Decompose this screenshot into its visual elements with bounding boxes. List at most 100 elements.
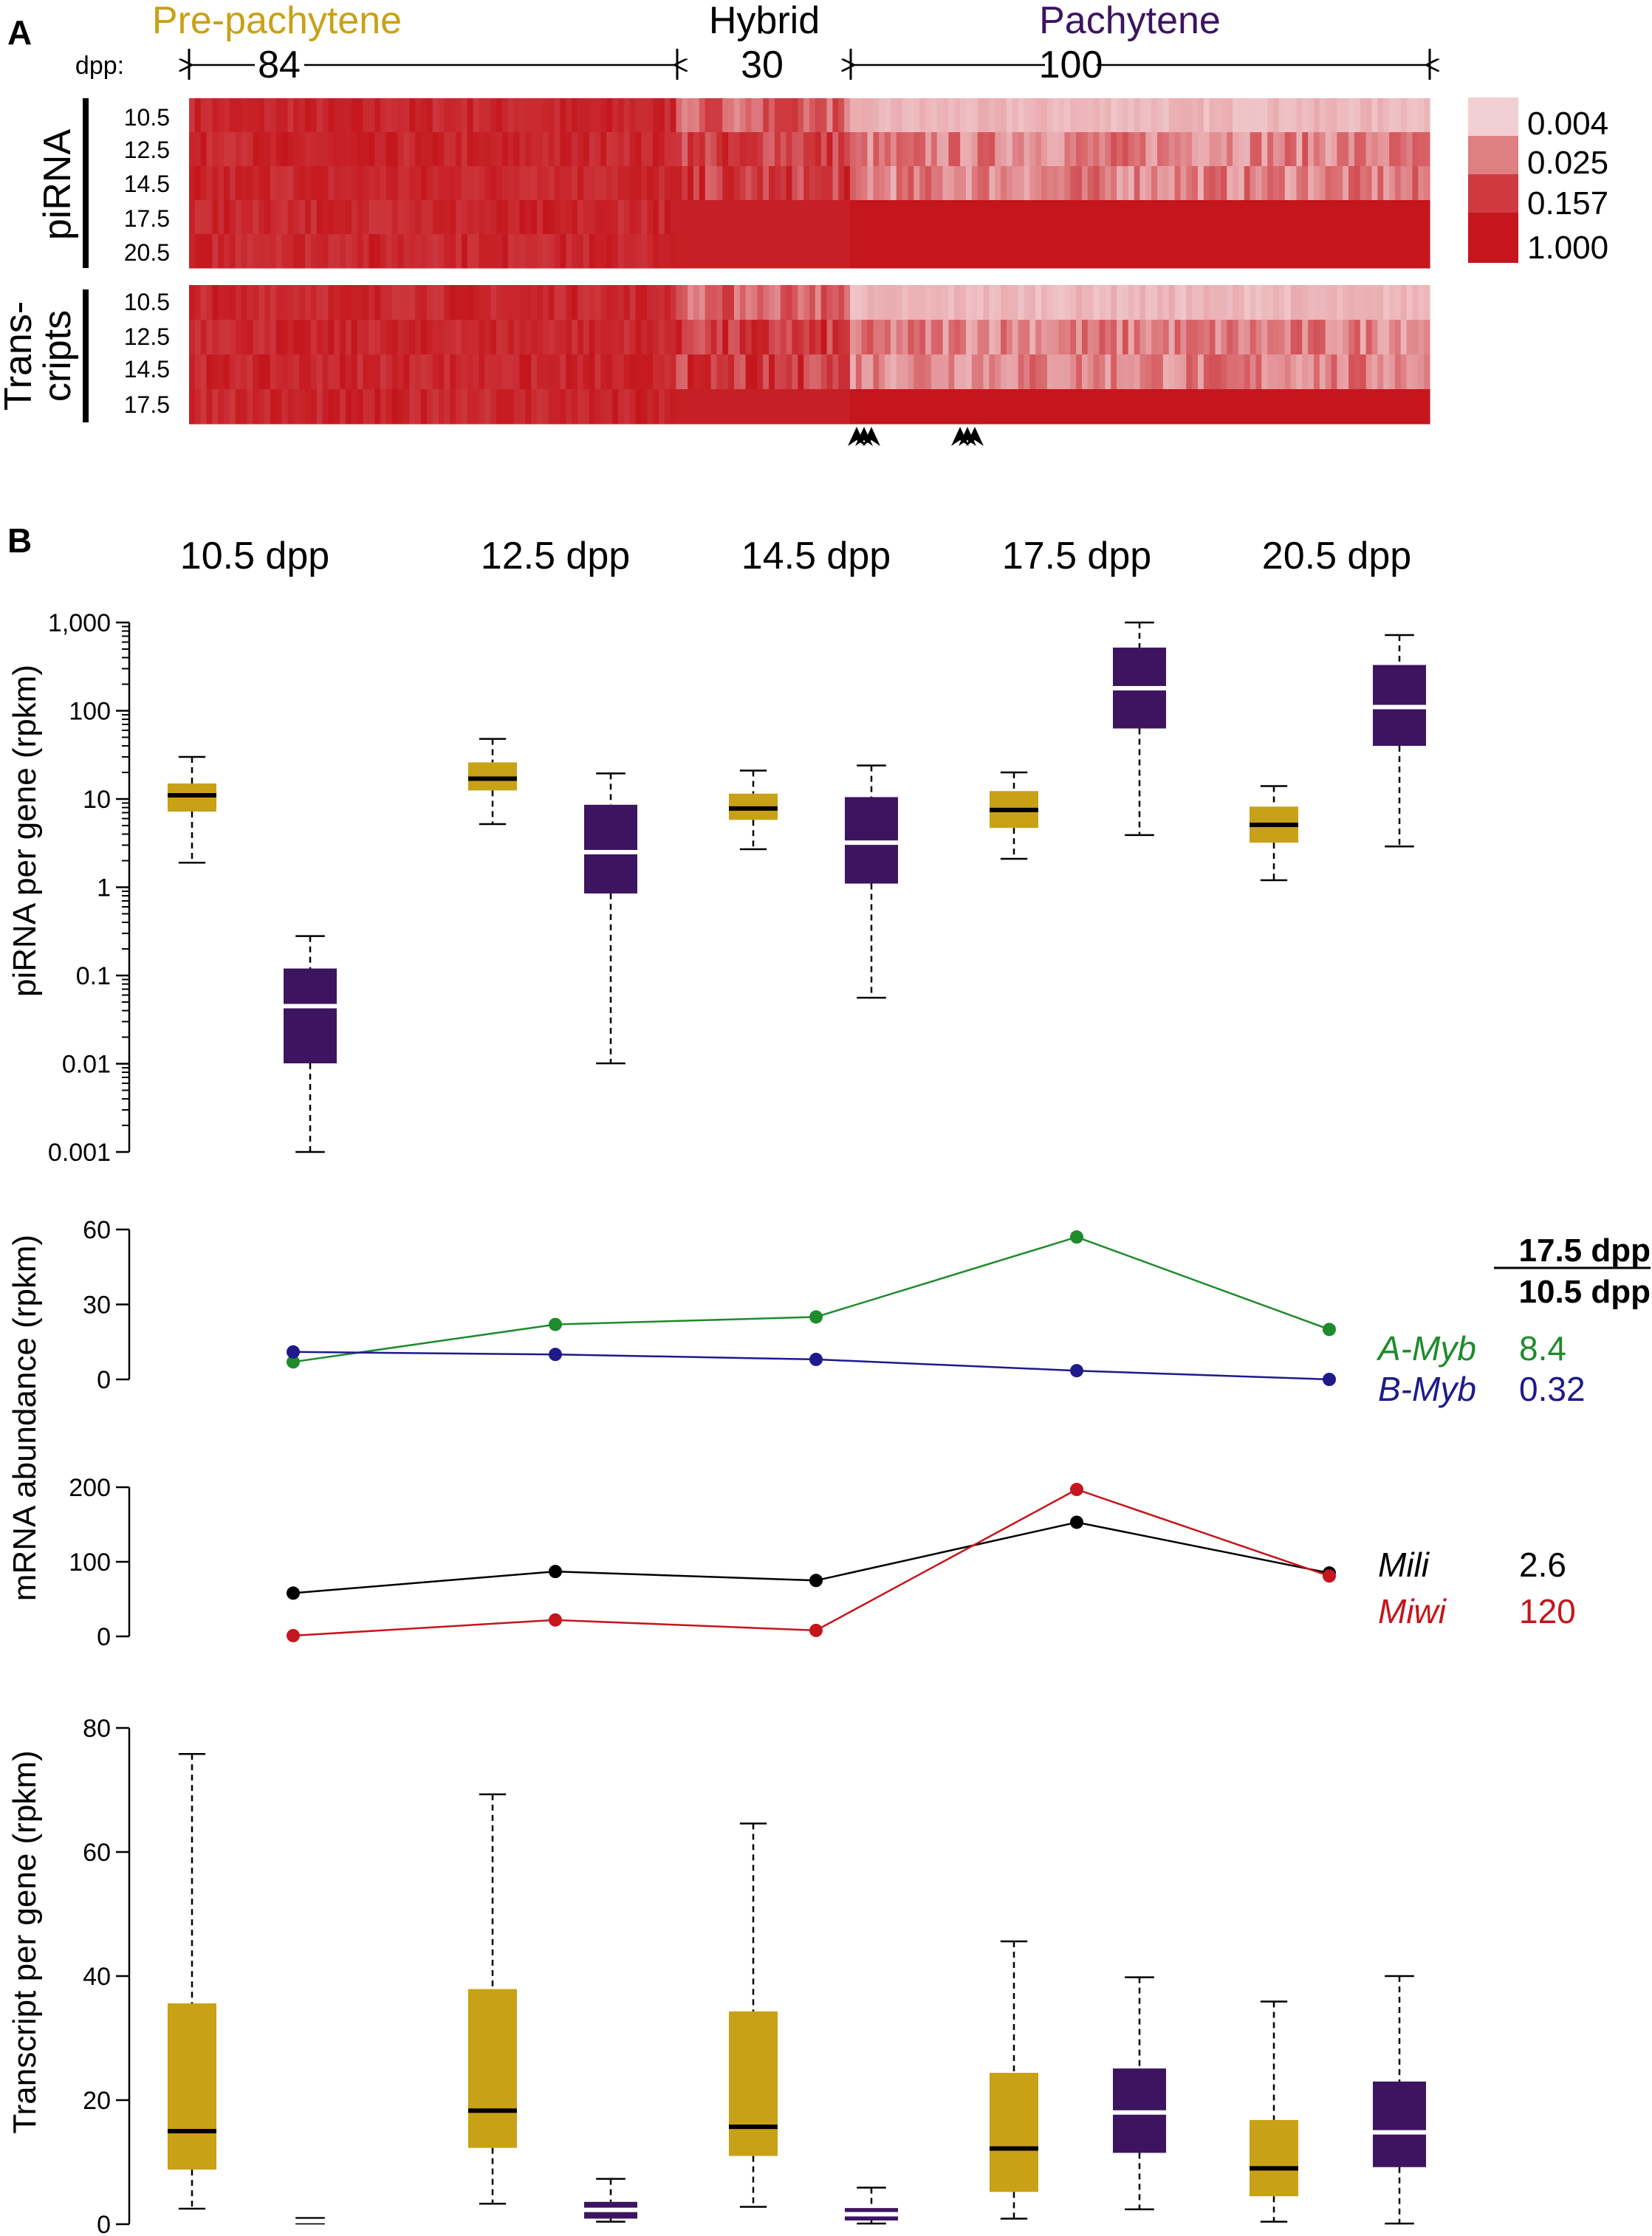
- heatmap-cell: [1052, 200, 1060, 235]
- heatmap-cell: [1157, 320, 1164, 355]
- heatmap-cell: [1400, 389, 1408, 425]
- heatmap-cell: [1325, 320, 1332, 355]
- heatmap-cell: [879, 234, 885, 269]
- heatmap-cell: [809, 98, 816, 133]
- heatmap-cell: [826, 389, 833, 425]
- heatmap-cell: [867, 98, 874, 133]
- heatmap-cell: [1313, 98, 1320, 133]
- heatmap-cell: [1325, 389, 1332, 425]
- heatmap-cell: [623, 132, 631, 167]
- heatmap-cell: [456, 166, 462, 201]
- heatmap-cell: [1209, 132, 1216, 167]
- heatmap-cell: [739, 200, 747, 235]
- pirna-boxplot: [168, 621, 1426, 1153]
- heatmap-cell: [1267, 320, 1274, 355]
- heatmap-cell: [305, 285, 312, 320]
- heatmap-cell: [340, 234, 346, 269]
- heatmap-cell: [229, 320, 236, 355]
- heatmap-cell: [803, 320, 810, 355]
- heatmap-cell: [664, 98, 671, 133]
- heatmap-cell: [688, 98, 694, 133]
- heatmap-cell: [606, 166, 613, 201]
- heatmap-cell: [1012, 132, 1019, 167]
- heatmap-cell: [415, 200, 422, 235]
- heatmap-cell: [594, 354, 601, 390]
- heatmap-cell: [1244, 200, 1251, 235]
- heatmap-cell: [479, 166, 485, 201]
- heatmap-cell: [722, 389, 729, 425]
- heatmap-cell: [1035, 166, 1042, 201]
- heatmap-cell: [1337, 285, 1343, 320]
- heatmap-cell: [1227, 234, 1233, 269]
- legend-miwi: Miwi: [1378, 1592, 1447, 1630]
- heatmap-cell: [1377, 320, 1384, 355]
- heatmap-cell: [815, 285, 822, 320]
- heatmap-cell: [820, 132, 828, 167]
- heatmap-cell: [954, 200, 961, 235]
- heatmap-cell: [617, 200, 625, 235]
- heatmap-cell: [832, 354, 839, 390]
- heatmap-cell: [1255, 132, 1262, 167]
- heatmap-cell: [774, 234, 781, 269]
- heatmap-cell: [1162, 320, 1170, 355]
- heatmap-cell: [345, 98, 352, 133]
- heatmap-cell: [421, 285, 428, 320]
- heatmap-cell: [1337, 354, 1343, 390]
- heatmap-cell: [189, 234, 196, 269]
- heatmap-cell: [507, 320, 515, 355]
- heatmap-cell: [820, 98, 828, 133]
- heatmap-cell: [340, 132, 346, 167]
- heatmap-cell: [965, 200, 973, 235]
- heatmap-cell: [253, 285, 259, 320]
- heatmap-cell: [1424, 132, 1430, 167]
- heatmap-cell: [1099, 166, 1106, 201]
- heatmap-cell: [688, 354, 694, 390]
- heatmap-cell: [1250, 166, 1257, 201]
- heatmap-cell: [450, 166, 456, 201]
- heatmap-cell: [1064, 354, 1071, 390]
- heatmap-cell: [218, 132, 225, 167]
- heatmap-cell: [357, 389, 364, 425]
- heatmap-cell: [1261, 389, 1268, 425]
- heatmap-cell: [1354, 132, 1361, 167]
- heatmap-cell: [1186, 320, 1193, 355]
- heatmap-cell: [537, 200, 544, 235]
- heatmap-cell: [1134, 285, 1141, 320]
- heatmap-cell: [1400, 200, 1408, 235]
- heatmap-cell: [299, 132, 306, 167]
- heatmap-cell: [1337, 200, 1343, 235]
- heatmap-cell: [409, 354, 416, 390]
- group-label-pachytene: Pachytene: [1039, 0, 1221, 42]
- heatmap-cell: [1233, 285, 1239, 320]
- heatmap-cell: [426, 200, 433, 235]
- heatmap-cell: [1024, 98, 1030, 133]
- heatmap-cell: [983, 285, 990, 320]
- heatmap-cell: [989, 200, 995, 235]
- heatmap-cell: [1371, 234, 1378, 269]
- heatmap-cell: [1302, 98, 1309, 133]
- heatmap-cell: [206, 98, 213, 133]
- heatmap-cell: [385, 200, 393, 235]
- heatmap-cell: [1018, 98, 1025, 133]
- heatmap-cell: [340, 285, 346, 320]
- heatmap-cell: [809, 285, 816, 320]
- axis-tick-label: 80: [83, 1715, 111, 1743]
- heatmap-cell: [629, 132, 637, 167]
- heatmap-cell: [1325, 354, 1332, 390]
- heatmap-cell: [566, 200, 572, 235]
- heatmap-cell: [838, 389, 845, 425]
- heatmap-cell: [977, 234, 984, 269]
- heatmap-cell: [281, 132, 289, 167]
- heatmap-cell: [275, 285, 283, 320]
- heatmap-cell: [275, 389, 283, 425]
- heatmap-cell: [1105, 389, 1111, 425]
- heatmap-cell: [496, 166, 503, 201]
- heatmap-cell: [971, 166, 978, 201]
- heatmap-cell: [1006, 200, 1013, 235]
- heatmap-cell: [1117, 200, 1123, 235]
- heatmap-cell: [792, 320, 798, 355]
- heatmap-cell: [281, 166, 289, 201]
- heatmap-cell: [589, 234, 596, 269]
- heatmap-cell: [1111, 234, 1117, 269]
- heatmap-cell: [1308, 354, 1315, 390]
